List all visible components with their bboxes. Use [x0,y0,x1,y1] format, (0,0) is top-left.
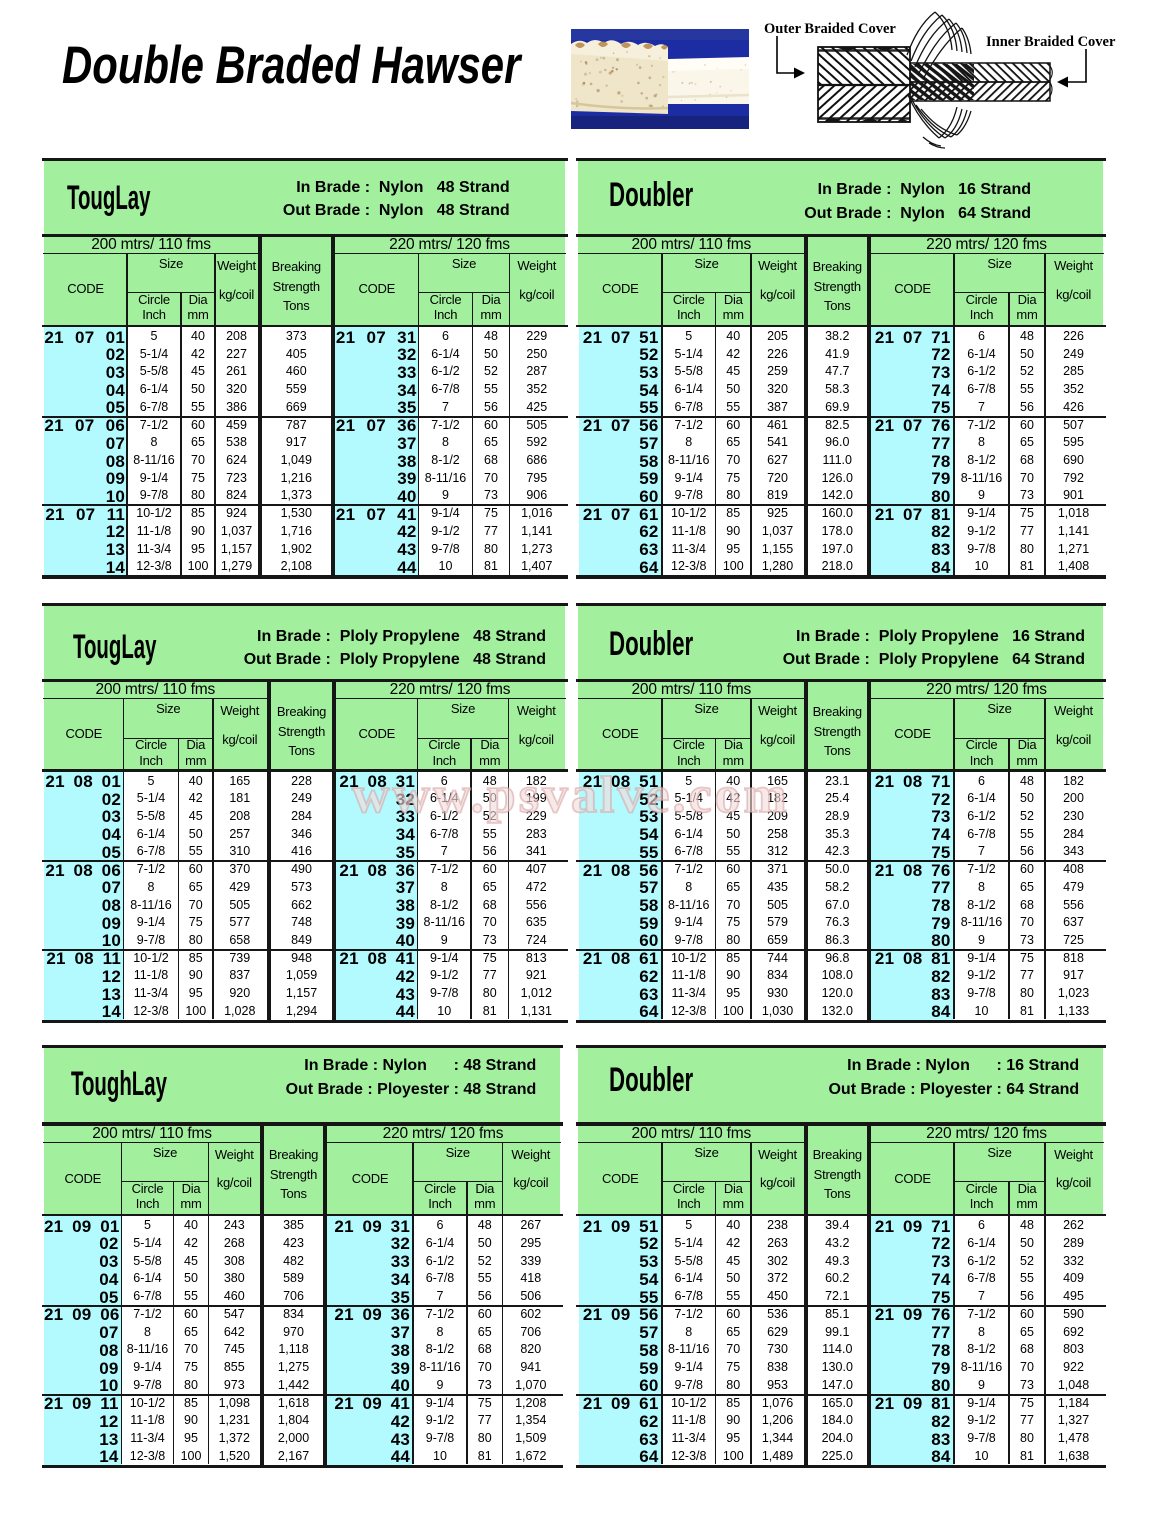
svg-text:Inner Braided Cover: Inner Braided Cover [986,34,1116,50]
svg-text:Outer Braided Cover: Outer Braided Cover [764,21,896,37]
